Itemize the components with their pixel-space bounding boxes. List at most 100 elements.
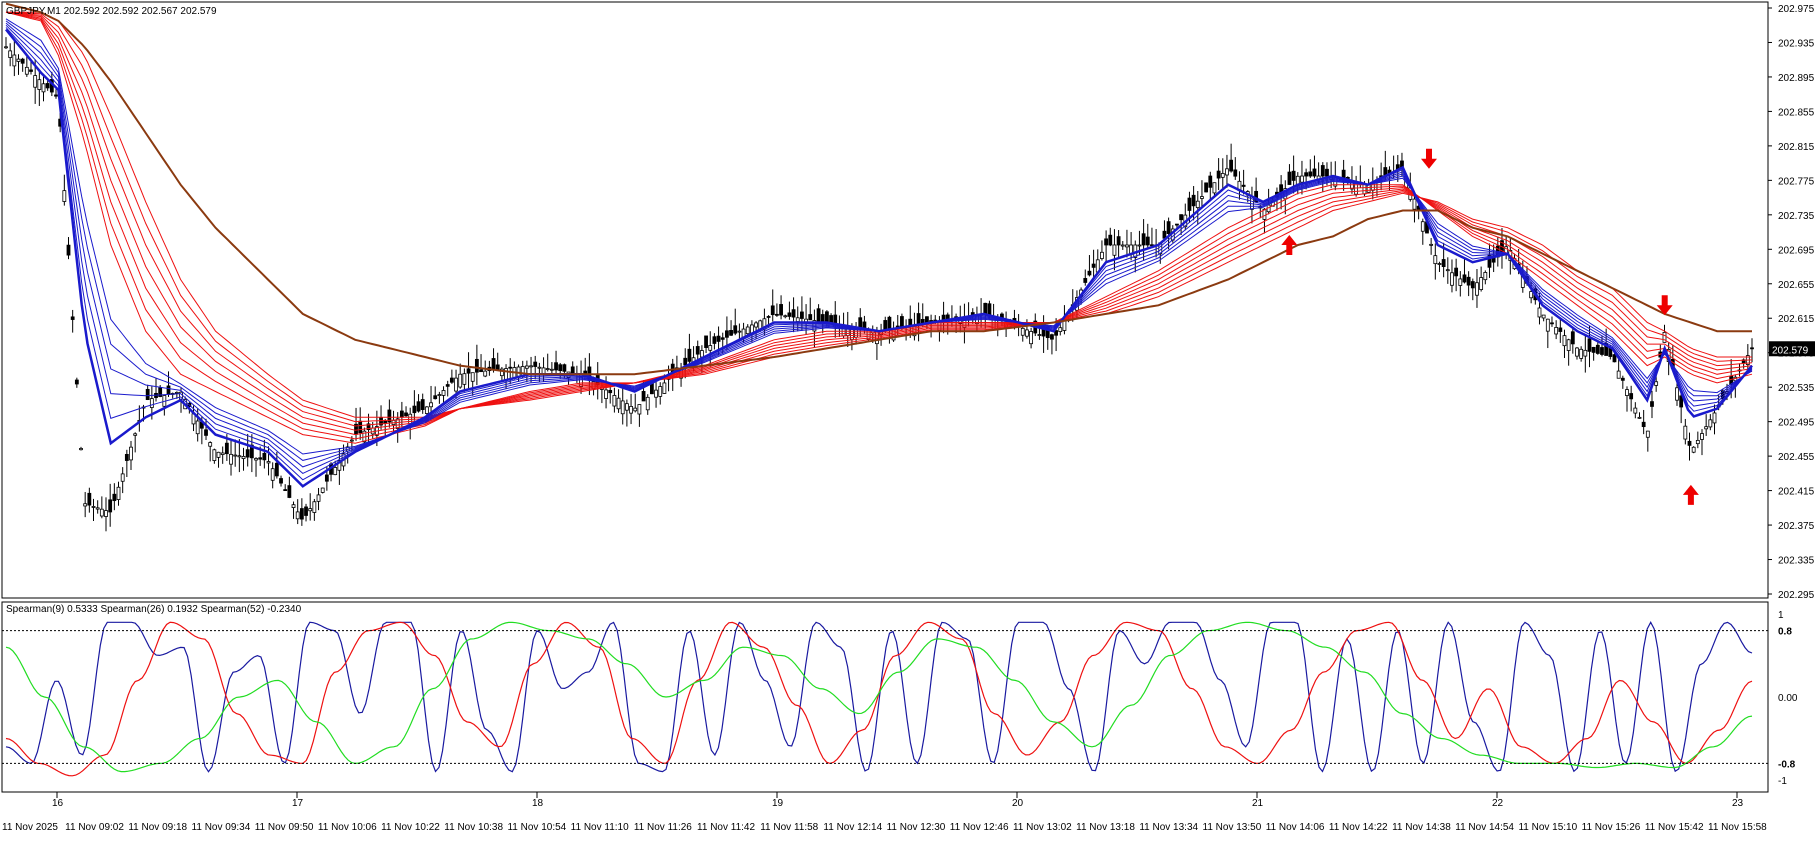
candle-body: [1108, 234, 1113, 246]
candle-body: [1029, 331, 1033, 345]
price-tick-label: 202.335: [1778, 556, 1815, 567]
candle-body: [683, 357, 688, 366]
candle-body: [1229, 159, 1234, 172]
candle-body: [416, 401, 421, 412]
candle-body: [1091, 263, 1096, 268]
candle-body: [1166, 221, 1171, 235]
candle-body: [1629, 393, 1634, 400]
candle-body: [658, 386, 663, 397]
candle-body: [1325, 168, 1329, 177]
candle-body: [733, 325, 738, 334]
candle-body: [1083, 278, 1088, 283]
candle-body: [604, 389, 608, 399]
candle-body: [474, 358, 479, 373]
candle-body: [508, 366, 513, 369]
candle-body: [1116, 236, 1121, 246]
time-label: 11 Nov 12:46: [950, 822, 1009, 833]
candle-body: [495, 364, 500, 370]
candle-body: [308, 508, 313, 512]
candle-body: [270, 468, 275, 481]
candle-body: [754, 322, 758, 328]
time-label: 11 Nov 15:26: [1582, 822, 1641, 833]
candle-body: [216, 451, 221, 458]
candle-body: [716, 335, 721, 342]
candle-body: [220, 452, 225, 455]
spearman-line-3: [5, 621, 1753, 773]
candle-body: [279, 478, 283, 484]
candle-body: [399, 410, 404, 418]
candle-body: [145, 388, 150, 401]
candle-body: [1679, 395, 1684, 408]
candle-body: [1287, 171, 1292, 185]
candle-body: [1616, 370, 1621, 379]
time-label: 11 Nov 12:14: [823, 822, 882, 833]
candle-body: [166, 385, 171, 395]
candle-body: [1625, 389, 1629, 396]
day-label: 16: [52, 798, 64, 809]
candle-body: [858, 317, 863, 329]
candle-body: [129, 446, 133, 461]
candle-body: [637, 404, 642, 415]
day-label: 19: [772, 798, 784, 809]
candle-body: [454, 377, 458, 392]
candle-body: [287, 485, 292, 498]
candle-body: [1466, 276, 1471, 286]
candle-body: [1662, 331, 1667, 343]
candle-body: [91, 506, 96, 508]
candle-body: [333, 467, 338, 476]
candle-body: [1120, 244, 1125, 247]
candle-body: [1529, 291, 1534, 299]
candle-body: [629, 406, 633, 414]
candle-body: [1020, 327, 1025, 336]
candle-body: [45, 83, 50, 89]
candle-body: [1570, 331, 1575, 345]
time-label: 11 Nov 11:26: [634, 822, 692, 833]
day-label: 23: [1732, 798, 1744, 809]
candle-body: [775, 313, 779, 316]
time-label: 11 Nov 10:06: [318, 822, 377, 833]
candle-body: [1704, 426, 1709, 430]
current-price-tag: [1769, 341, 1815, 357]
candle-body: [641, 391, 646, 402]
candle-body: [787, 312, 792, 317]
candle-body: [1554, 327, 1559, 335]
candle-body: [570, 366, 575, 374]
candle-body: [16, 58, 21, 62]
candle-body: [120, 473, 125, 482]
candle-body: [395, 418, 400, 429]
brown-ma-line: [5, 2, 1752, 376]
price-tick-label: 202.815: [1778, 142, 1815, 153]
candle-body: [1437, 263, 1442, 265]
candle-body: [291, 504, 296, 508]
candle-body: [37, 79, 42, 90]
candle-body: [304, 506, 308, 516]
candle-body: [1712, 412, 1717, 424]
candle-body: [408, 413, 413, 424]
candle-body: [420, 399, 425, 410]
day-label: 20: [1012, 798, 1024, 809]
candle-body: [1454, 267, 1459, 277]
time-label: 11 Nov 13:18: [1076, 822, 1135, 833]
candle-body: [133, 433, 138, 436]
day-label: 18: [532, 798, 544, 809]
sell-arrow-icon: [1656, 295, 1673, 316]
candle-body: [708, 345, 713, 351]
candle-body: [1429, 243, 1434, 246]
candle-body: [516, 366, 521, 377]
candle-body: [633, 407, 638, 412]
price-tick-label: 202.295: [1778, 590, 1815, 601]
candle-body: [29, 69, 33, 72]
candle-body: [816, 308, 821, 322]
price-tick-label: 202.975: [1778, 4, 1815, 15]
candle-body: [1241, 184, 1246, 187]
time-label: 11 Nov 14:22: [1329, 822, 1388, 833]
candle-body: [462, 373, 467, 385]
candle-body: [1462, 274, 1467, 283]
candle-body: [695, 346, 700, 355]
time-label: 11 Nov 11:42: [697, 822, 755, 833]
candle-body: [1483, 272, 1488, 281]
symbol-info: GBPJPY,M1 202.592 202.592 202.567 202.57…: [6, 6, 217, 17]
candle-body: [1583, 349, 1588, 357]
